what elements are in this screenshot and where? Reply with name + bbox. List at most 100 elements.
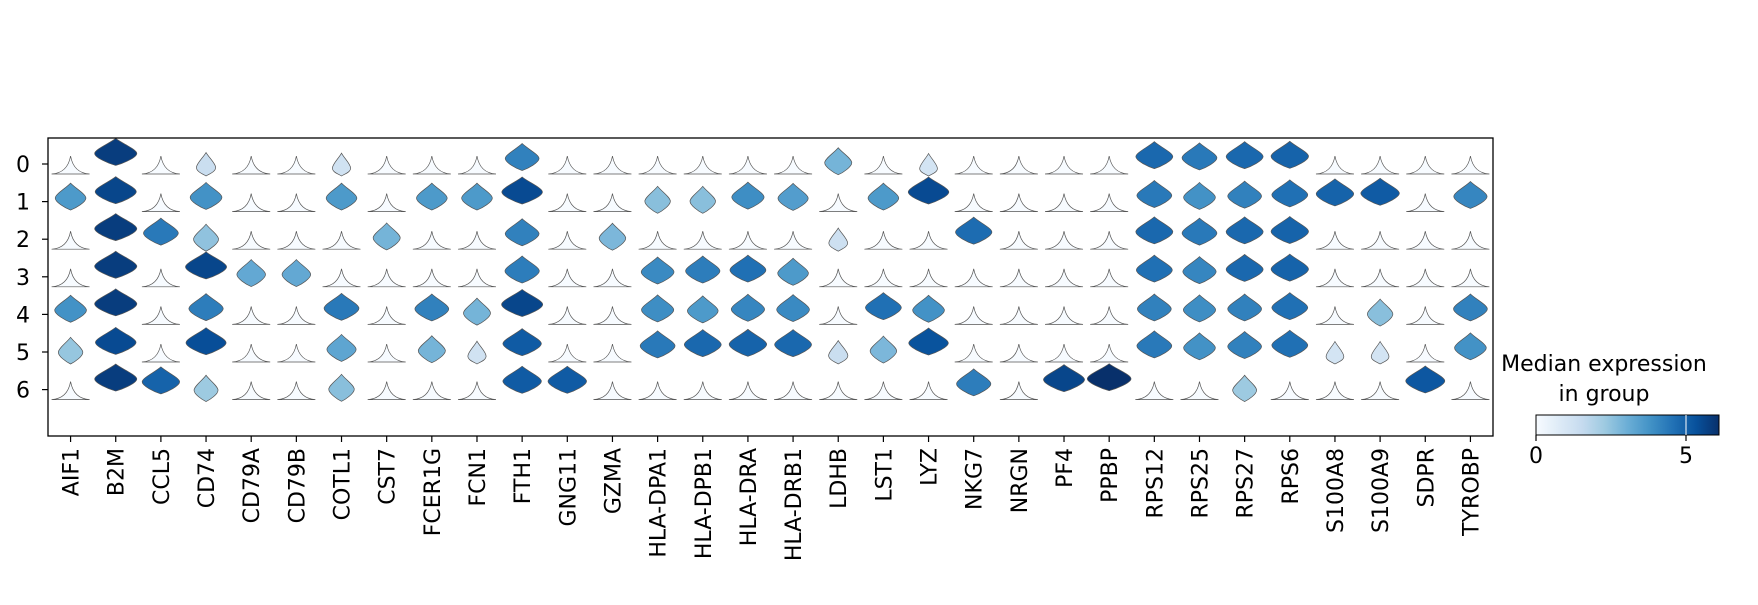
- colorbar-gradient: [1535, 414, 1720, 436]
- x-tick-label: CD74: [195, 448, 220, 508]
- violin-GZMA-group-4: [593, 306, 632, 325]
- violin-RPS12-group-4: [1137, 293, 1172, 322]
- y-tick-label: 3: [16, 266, 30, 291]
- violin-RPS6-group-2: [1270, 216, 1309, 244]
- x-tick-label: PPBP: [1098, 448, 1123, 503]
- x-tick-label: GNG11: [556, 448, 581, 527]
- violin-S100A8-group-5: [1325, 340, 1345, 365]
- violin-NKG7-group-6: [956, 368, 992, 397]
- violin-AIF1-group-3: [51, 268, 90, 288]
- violin-COTL1-group-5: [326, 333, 357, 362]
- violin-B2M-group-4: [94, 288, 138, 317]
- plot-frame: [47, 137, 1494, 437]
- x-tick-label: FCER1G: [421, 448, 446, 536]
- violin-CCL5-group-5: [141, 343, 180, 363]
- violin-PF4-group-3: [1044, 268, 1084, 288]
- violin-NRGN-group-0: [999, 155, 1038, 175]
- violin-HLA-DPB1-group-4: [687, 295, 719, 324]
- violin-RPS27-group-6: [1232, 374, 1257, 402]
- x-tick-label: CCL5: [150, 448, 175, 505]
- violin-PF4-group-6: [1043, 364, 1085, 393]
- violin-CD74-group-5: [185, 327, 227, 356]
- violin-CST7-group-6: [367, 381, 406, 400]
- violin-FCN1-group-0: [457, 155, 497, 175]
- violin-HLA-DRA-group-3: [729, 254, 767, 283]
- violin-HLA-DPA1-group-5: [639, 330, 676, 359]
- violin-FCER1G-group-6: [412, 381, 451, 400]
- violin-NRGN-group-3: [999, 268, 1038, 288]
- violin-HLA-DPB1-group-0: [683, 155, 722, 175]
- violin-RPS6-group-4: [1271, 292, 1309, 321]
- violin-LYZ-group-2: [909, 231, 948, 250]
- violin-TYROBP-group-0: [1451, 155, 1490, 175]
- violin-TYROBP-group-3: [1451, 268, 1490, 288]
- violin-NRGN-group-2: [999, 231, 1038, 250]
- violin-GZMA-group-3: [593, 268, 632, 288]
- violin-CD74-group-3: [185, 251, 227, 280]
- violin-TYROBP-group-2: [1451, 231, 1490, 250]
- violin-B2M-group-0: [94, 137, 138, 166]
- violin-LST1-group-1: [867, 182, 900, 211]
- violin-LST1-group-6: [864, 381, 903, 400]
- violin-COTL1-group-4: [323, 292, 360, 321]
- violin-LST1-group-0: [864, 155, 903, 175]
- violin-TYROBP-group-6: [1451, 381, 1490, 400]
- violin-SDPR-group-4: [1406, 306, 1445, 325]
- violin-AIF1-group-5: [57, 336, 84, 365]
- violin-LDHB-group-2: [828, 227, 848, 252]
- violin-LST1-group-4: [865, 292, 902, 321]
- violin-LST1-group-3: [864, 268, 903, 288]
- x-tick-label: FCN1: [466, 448, 491, 506]
- violin-CD79A-group-6: [232, 381, 271, 400]
- violin-HLA-DRA-group-4: [730, 293, 765, 322]
- violin-AIF1-group-6: [51, 381, 90, 400]
- violin-LYZ-group-6: [909, 381, 948, 400]
- violin-RPS6-group-1: [1271, 179, 1309, 208]
- violin-CST7-group-5: [367, 343, 406, 363]
- violin-RPS25-group-5: [1183, 332, 1216, 361]
- violin-CD74-group-6: [193, 374, 219, 402]
- violin-CST7-group-0: [367, 155, 406, 175]
- violin-CD79B-group-2: [277, 231, 316, 250]
- violin-HLA-DRB1-group-0: [774, 155, 813, 175]
- violin-TYROBP-group-4: [1453, 293, 1488, 322]
- violin-FCN1-group-2: [457, 231, 497, 250]
- x-tick-label: RPS6: [1279, 448, 1304, 505]
- violin-CCL5-group-3: [141, 268, 180, 288]
- violin-SDPR-group-0: [1406, 155, 1445, 175]
- violin-GZMA-group-1: [593, 193, 632, 212]
- x-tick-label: RPS25: [1188, 448, 1213, 519]
- violin-FCN1-group-6: [457, 381, 497, 400]
- x-tick-label: COTL1: [331, 448, 356, 520]
- violin-S100A8-group-6: [1315, 381, 1354, 400]
- violin-FCER1G-group-4: [414, 293, 450, 322]
- violin-PF4-group-4: [1044, 306, 1084, 325]
- violin-RPS12-group-2: [1135, 216, 1174, 245]
- violin-CST7-group-2: [372, 222, 401, 251]
- x-tick-label: HLA-DRB1: [782, 448, 807, 561]
- violin-HLA-DPA1-group-6: [638, 381, 677, 400]
- violin-HLA-DRA-group-5: [728, 328, 768, 357]
- violin-HLA-DRA-group-0: [728, 155, 767, 175]
- violin-GNG11-group-4: [548, 306, 587, 325]
- violin-FCER1G-group-2: [412, 231, 451, 250]
- violin-CCL5-group-4: [141, 306, 180, 325]
- violin-GNG11-group-3: [548, 268, 587, 288]
- violin-RPS6-group-5: [1271, 329, 1309, 358]
- violin-RPS25-group-2: [1181, 217, 1218, 246]
- violin-COTL1-group-6: [328, 373, 355, 402]
- x-tick-label: CST7: [376, 448, 401, 505]
- violin-HLA-DRA-group-6: [728, 381, 767, 400]
- violin-AIF1-group-0: [51, 155, 90, 175]
- violin-SDPR-group-2: [1406, 231, 1445, 250]
- violin-CD79A-group-3: [236, 259, 266, 287]
- violin-FTH1-group-6: [502, 365, 542, 394]
- violin-RPS25-group-3: [1182, 256, 1217, 285]
- violin-FCER1G-group-3: [412, 268, 451, 288]
- y-tick-label: 2: [16, 228, 30, 253]
- violin-HLA-DRA-group-1: [731, 181, 765, 210]
- violin-COTL1-group-2: [322, 231, 361, 250]
- violin-S100A8-group-4: [1315, 306, 1354, 325]
- violin-RPS27-group-2: [1225, 216, 1264, 245]
- violin-CD79A-group-4: [232, 306, 271, 325]
